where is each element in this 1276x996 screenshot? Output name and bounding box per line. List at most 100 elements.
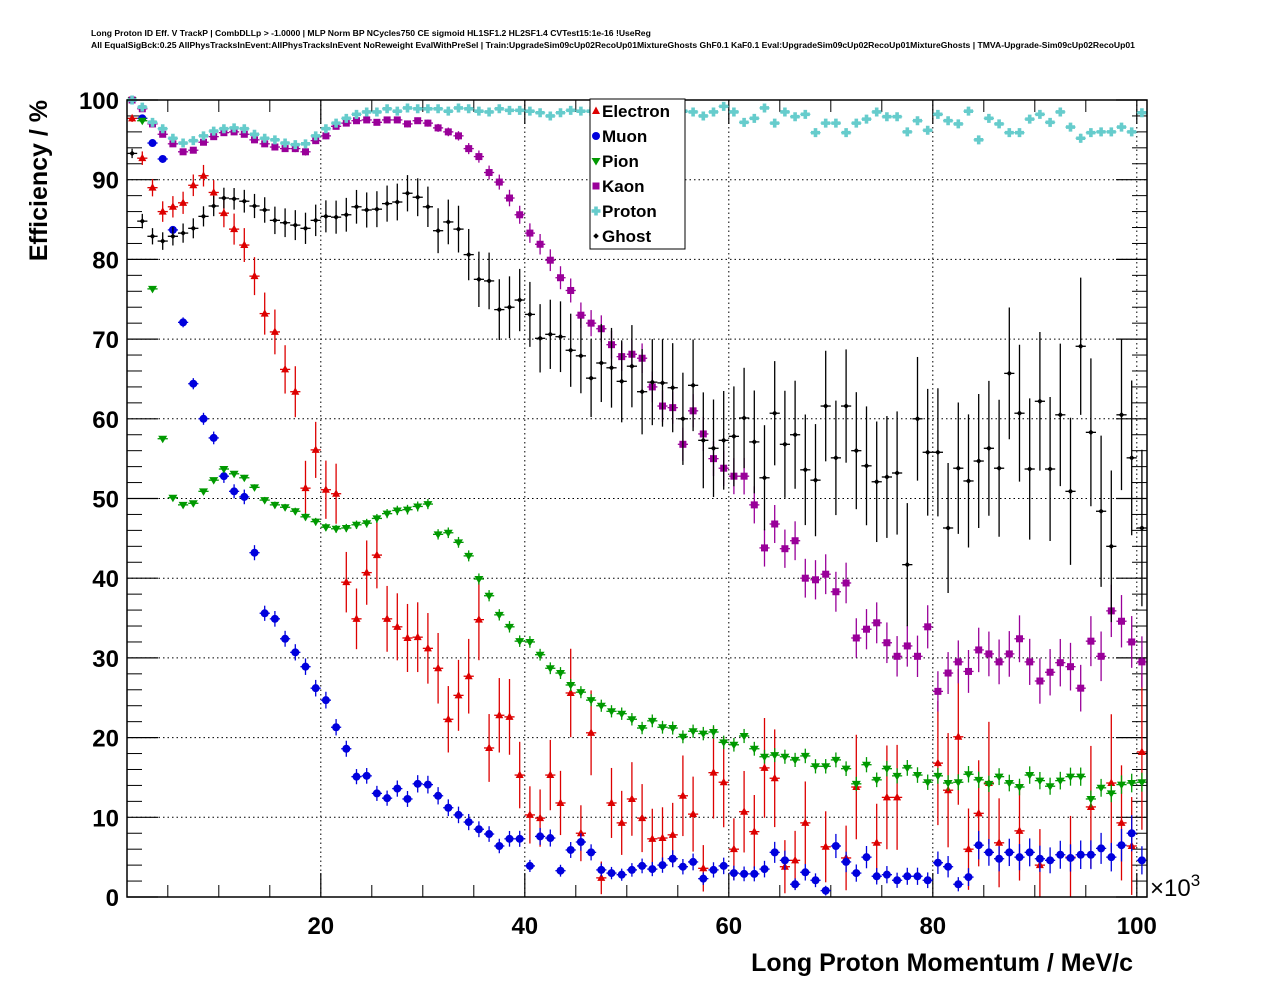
pion-point	[657, 720, 668, 734]
muon-marker	[260, 609, 269, 618]
muon-marker	[515, 834, 524, 843]
electron-marker	[791, 855, 800, 864]
ghost-point	[647, 339, 658, 426]
ghost-marker	[629, 363, 635, 369]
ghost-point	[667, 343, 678, 433]
electron-marker	[352, 614, 361, 622]
muon-marker	[291, 648, 300, 657]
electron-point	[443, 686, 454, 753]
kaon-point	[320, 132, 331, 140]
ghost-marker	[1047, 466, 1053, 472]
series-electron	[127, 113, 1147, 897]
kaon-marker	[465, 145, 473, 153]
kaon-marker	[740, 472, 748, 480]
ghost-marker	[404, 190, 411, 197]
proton-point	[280, 138, 291, 148]
legend-box	[589, 98, 686, 250]
ghost-marker	[384, 200, 390, 207]
proton-point	[943, 116, 954, 126]
proton-marker	[1137, 108, 1147, 118]
kaon-point	[892, 636, 903, 677]
proton-marker	[882, 112, 892, 122]
muon-marker	[597, 865, 606, 874]
kaon-marker	[251, 136, 258, 144]
ghost-point	[790, 380, 801, 489]
pion-point	[851, 776, 862, 791]
electron-marker	[954, 732, 963, 740]
pion-marker	[545, 665, 555, 673]
pion-point	[290, 507, 301, 516]
ghost-point	[473, 251, 484, 307]
proton-marker	[158, 124, 168, 134]
electron-marker	[485, 743, 494, 751]
kaon-marker	[944, 669, 952, 677]
pion-marker	[953, 779, 963, 787]
ghost-marker	[955, 465, 962, 472]
kaon-point	[178, 148, 189, 156]
proton-point	[1085, 128, 1096, 138]
proton-marker	[790, 112, 800, 122]
pion-point	[167, 494, 178, 503]
electron-point	[392, 593, 403, 661]
electron-marker	[1015, 826, 1024, 834]
muon-point	[626, 863, 637, 877]
ghost-point	[575, 318, 586, 394]
electron-point	[127, 113, 138, 122]
kaon-marker	[485, 169, 493, 177]
pion-marker	[250, 484, 259, 492]
pion-marker	[586, 697, 596, 705]
electron-point	[320, 460, 331, 519]
kaon-marker	[434, 124, 442, 132]
muon-point	[1106, 842, 1117, 872]
ghost-marker	[1067, 488, 1074, 495]
electron-point	[239, 228, 250, 263]
electron-point	[371, 521, 382, 589]
muon-marker	[434, 791, 443, 800]
electron-point	[637, 784, 648, 853]
ghost-marker	[435, 227, 441, 234]
ghost-point	[443, 199, 454, 245]
electron-point	[718, 737, 729, 828]
ghost-point	[708, 399, 719, 498]
electron-marker	[291, 387, 300, 395]
proton-point	[688, 107, 699, 117]
proton-point	[453, 103, 464, 113]
proton-point	[422, 104, 433, 114]
muon-marker	[1015, 853, 1024, 862]
ghost-point	[820, 350, 831, 462]
muon-point	[422, 775, 433, 794]
electron-marker	[576, 828, 585, 837]
electron-point	[147, 178, 158, 197]
proton-marker	[719, 101, 729, 111]
proton-marker	[698, 111, 708, 121]
proton-point	[790, 112, 801, 122]
muon-marker	[199, 414, 208, 423]
muon-marker	[536, 832, 545, 841]
y-tick-label: 10	[92, 805, 119, 832]
muon-marker	[607, 869, 616, 878]
electron-point	[565, 648, 576, 738]
pion-marker	[464, 552, 474, 561]
proton-point	[310, 131, 321, 141]
ghost-marker	[822, 403, 829, 409]
series-ghost	[127, 148, 1147, 627]
pion-point	[331, 524, 342, 534]
muon-marker	[372, 789, 381, 798]
ghost-marker	[812, 477, 819, 483]
ghost-marker	[363, 207, 370, 213]
proton-point	[320, 124, 331, 134]
y-tick-label: 40	[92, 566, 119, 593]
electron-point	[341, 551, 352, 613]
pion-point	[790, 752, 801, 767]
kaon-point	[300, 148, 311, 156]
electron-marker	[587, 728, 596, 736]
pion-marker	[984, 780, 994, 789]
ghost-point	[535, 304, 546, 373]
ghost-marker	[394, 199, 401, 205]
muon-marker	[311, 684, 320, 693]
proton-marker	[352, 109, 362, 119]
muon-point	[218, 469, 229, 483]
y-tick-label: 90	[92, 168, 119, 195]
ghost-marker	[221, 195, 227, 201]
pion-point	[392, 505, 403, 516]
